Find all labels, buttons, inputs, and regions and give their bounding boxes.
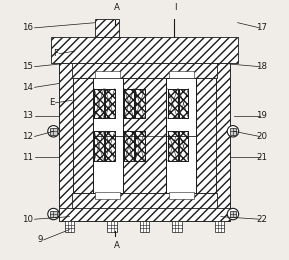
- Bar: [64, 221, 74, 232]
- Text: 14: 14: [22, 83, 33, 92]
- Text: 10: 10: [22, 215, 33, 224]
- Bar: [179, 131, 188, 161]
- Text: 19: 19: [256, 111, 267, 120]
- Bar: [179, 131, 188, 161]
- Bar: [107, 221, 117, 232]
- Bar: [168, 131, 178, 161]
- Circle shape: [227, 208, 239, 220]
- Text: I: I: [174, 3, 177, 12]
- Text: 20: 20: [256, 132, 267, 141]
- Bar: [59, 63, 73, 207]
- Bar: [95, 192, 121, 199]
- Bar: [229, 211, 236, 217]
- Text: A: A: [114, 240, 120, 250]
- Bar: [94, 89, 104, 118]
- Bar: [50, 128, 57, 135]
- Bar: [135, 89, 145, 118]
- Bar: [215, 221, 225, 232]
- Circle shape: [227, 126, 239, 137]
- Bar: [168, 89, 178, 118]
- Text: 13: 13: [22, 111, 33, 120]
- Bar: [229, 128, 236, 135]
- Circle shape: [48, 208, 59, 220]
- Text: 18: 18: [256, 62, 267, 71]
- Bar: [95, 19, 119, 37]
- Circle shape: [48, 126, 59, 137]
- Text: 21: 21: [256, 153, 267, 162]
- Text: A: A: [114, 3, 120, 12]
- Text: 16: 16: [22, 23, 33, 32]
- Text: E: E: [49, 98, 54, 107]
- Bar: [94, 131, 104, 161]
- Bar: [179, 89, 188, 118]
- Text: 22: 22: [256, 215, 267, 224]
- Text: F: F: [53, 49, 58, 58]
- Text: 15: 15: [22, 62, 33, 71]
- Text: 11: 11: [22, 153, 33, 162]
- Bar: [105, 89, 115, 118]
- Bar: [135, 131, 145, 161]
- Bar: [135, 89, 145, 118]
- Bar: [73, 78, 93, 193]
- Bar: [105, 131, 115, 161]
- Bar: [168, 192, 194, 199]
- Bar: [72, 193, 217, 207]
- Bar: [105, 89, 115, 118]
- Bar: [94, 89, 104, 118]
- Bar: [168, 89, 178, 118]
- Bar: [72, 63, 217, 78]
- Text: 12: 12: [22, 132, 33, 141]
- Bar: [140, 221, 149, 232]
- Bar: [168, 70, 194, 78]
- Bar: [50, 211, 57, 217]
- Bar: [168, 131, 178, 161]
- Text: 9: 9: [37, 235, 42, 244]
- Bar: [124, 89, 134, 118]
- Bar: [216, 63, 230, 207]
- Bar: [172, 221, 182, 232]
- Bar: [196, 78, 216, 193]
- Bar: [94, 131, 104, 161]
- Bar: [95, 70, 121, 78]
- Bar: [105, 131, 115, 161]
- Bar: [124, 131, 134, 161]
- Bar: [59, 53, 230, 220]
- Bar: [124, 131, 134, 161]
- Bar: [73, 78, 216, 193]
- Bar: [123, 78, 166, 193]
- Bar: [166, 78, 196, 193]
- Bar: [135, 131, 145, 161]
- Bar: [124, 89, 134, 118]
- Bar: [93, 78, 123, 193]
- Bar: [93, 78, 123, 193]
- Bar: [179, 89, 188, 118]
- Text: 17: 17: [256, 23, 267, 32]
- Bar: [166, 78, 196, 193]
- Bar: [51, 37, 238, 63]
- Bar: [59, 206, 230, 220]
